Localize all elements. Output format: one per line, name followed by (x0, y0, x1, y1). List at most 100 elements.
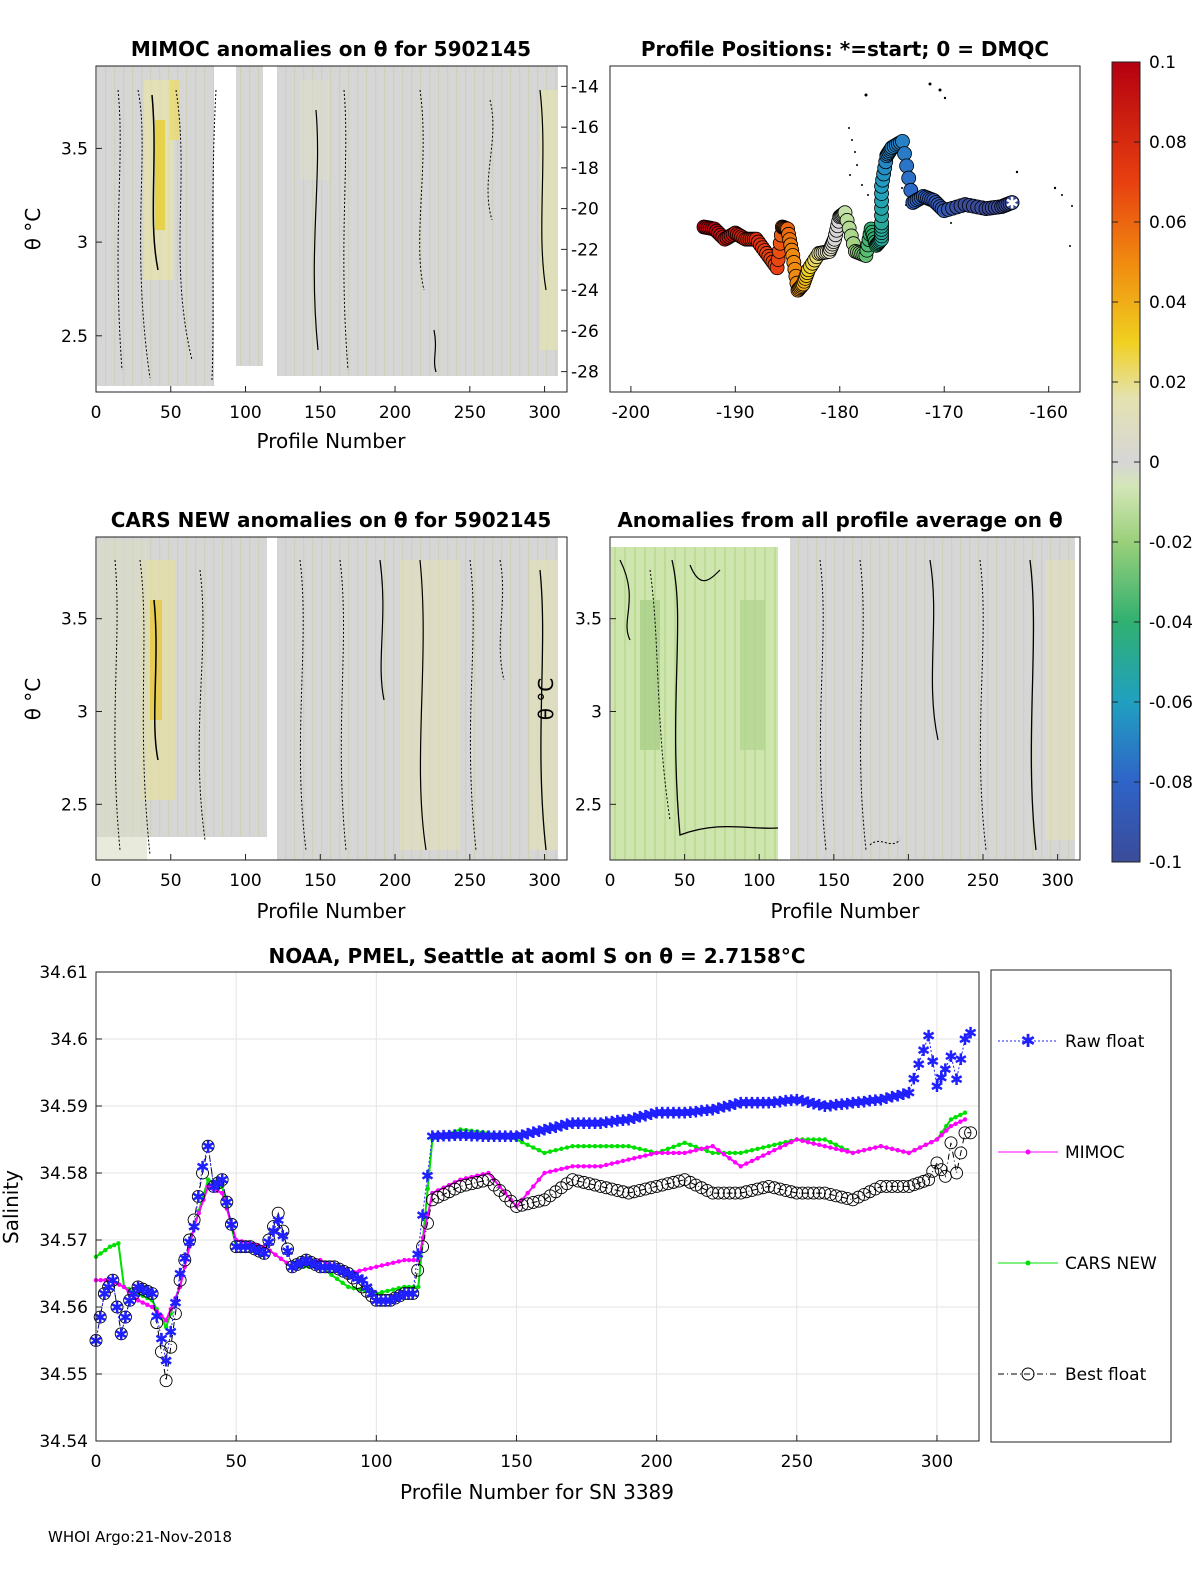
data-point: ✱ (846, 1094, 859, 1113)
series-line (95, 1031, 971, 1361)
data-point: ✱ (863, 1092, 876, 1111)
data-point: ✱ (706, 1100, 719, 1119)
salinity-xtick-label: 50 (225, 1452, 247, 1472)
data-point (140, 1300, 145, 1305)
data-point: ✱ (874, 1090, 887, 1109)
data-point: ✱ (192, 1187, 205, 1206)
data-point: ✱ (169, 1294, 182, 1313)
data-point: ✱ (934, 1069, 947, 1088)
data-point (805, 1139, 811, 1145)
data-point: ✱ (173, 1265, 186, 1284)
data-point (114, 1327, 128, 1341)
colorbar-tick-label: -0.04 (1149, 613, 1193, 633)
data-point (531, 1145, 536, 1150)
data-point: ✱ (379, 1291, 392, 1310)
allavg-heatmap (611, 537, 1075, 860)
mimoc-ytick-label: 2.5 (61, 327, 88, 347)
data-point: ✱ (684, 1103, 697, 1122)
data-point (772, 1148, 777, 1153)
data-point (575, 1164, 581, 1169)
data-point (944, 1128, 949, 1133)
data-point (201, 1139, 215, 1153)
cars-title: CARS NEW anomalies on θ for 5902145 (111, 508, 552, 532)
data-point: ✱ (360, 1278, 373, 1297)
mimoc-axes (95, 65, 568, 393)
data-point: ✱ (939, 1060, 952, 1079)
allavg-xtick-label: 300 (1041, 871, 1073, 891)
salinity-panel: NOAA, PMEL, Seattle at aoml S on θ = 2.7… (0, 944, 980, 1504)
data-point: ✱ (257, 1244, 270, 1263)
data-point: ✱ (94, 1308, 107, 1327)
data-point (906, 1150, 912, 1156)
data-point: ✱ (807, 1094, 820, 1113)
data-point (379, 1263, 385, 1268)
positions-ytick-label: -16 (571, 118, 599, 138)
positions-yticks: -14 -16 -18 -20 -22 -24 -26 -28 (561, 77, 599, 383)
data-point: ✱ (295, 1253, 308, 1272)
data-point (699, 1146, 704, 1152)
colorbar-tick-label: -0.08 (1149, 773, 1193, 793)
salinity-ytick-label: 34.55 (39, 1365, 88, 1385)
data-point (615, 1144, 620, 1149)
data-point (168, 1307, 182, 1321)
data-point (766, 1144, 771, 1149)
cars-panel: CARS NEW anomalies on θ for 5902145 0 50 1… (21, 508, 568, 923)
cars-xtick-label: 0 (91, 871, 102, 891)
legend-mimoc: MIMOC (998, 1143, 1125, 1163)
data-point: ✱ (406, 1285, 419, 1304)
data-point (683, 1175, 697, 1189)
allavg-panel: Anomalies from all profile average on θ … (534, 508, 1081, 923)
data-point: ✱ (538, 1120, 551, 1139)
data-point: ✱ (964, 1023, 977, 1042)
data-point (682, 1150, 687, 1156)
salinity-ytick-label: 34.59 (39, 1097, 88, 1117)
data-point (276, 1224, 290, 1238)
data-point (807, 1186, 821, 1200)
data-point: ✱ (356, 1271, 369, 1290)
data-point: ✱ (225, 1215, 238, 1234)
data-point (416, 1240, 430, 1254)
data-point (570, 1164, 575, 1169)
allavg-xtick-label: 150 (818, 871, 850, 891)
data-point (850, 1150, 856, 1156)
cars-ytick-label: 3.5 (61, 610, 88, 630)
data-point: ✱ (471, 1127, 484, 1146)
data-point: ✱ (922, 1027, 935, 1046)
allavg-axes (609, 536, 1081, 861)
data-point (355, 1280, 369, 1294)
data-point (671, 1150, 676, 1156)
colorbar-ticks: 0.1 0.08 0.06 0.04 0.02 0 -0.02 -0.04 -0.06 -0.08… (1112, 53, 1193, 873)
data-point (334, 1276, 340, 1282)
data-point (958, 1119, 963, 1124)
salinity-ytick-label: 34.61 (39, 963, 88, 983)
data-point: ✱ (155, 1329, 168, 1348)
data-point (281, 1242, 295, 1256)
data-point (592, 1164, 598, 1169)
positions-xtick-label: -200 (612, 403, 651, 423)
allavg-xtick-label: 0 (605, 871, 616, 891)
data-point: ✱ (98, 1285, 111, 1304)
data-point (559, 1166, 564, 1172)
allavg-ylabel: θ °C (534, 678, 558, 721)
allavg-xtick-label: 50 (674, 871, 696, 891)
data-point (106, 1273, 120, 1287)
data-point: ✱ (527, 1123, 540, 1142)
salinity-xtick-label: 300 (921, 1452, 953, 1472)
mimoc-xtick-label: 250 (454, 403, 486, 423)
data-point (592, 1144, 598, 1149)
cars-xlabel: Profile Number (257, 899, 407, 923)
data-point (587, 1144, 592, 1149)
data-point: ✱ (437, 1127, 450, 1146)
allavg-yticks: 3.5 3 2.5 (575, 610, 616, 815)
data-point (760, 1153, 766, 1158)
data-point (508, 1197, 514, 1203)
mimoc-xtick-label: 150 (304, 403, 336, 423)
data-point (615, 1160, 620, 1165)
data-point (145, 1302, 150, 1307)
data-point (676, 1150, 682, 1156)
data-point: ✱ (314, 1258, 327, 1277)
data-point (620, 1144, 626, 1149)
data-point (788, 1139, 794, 1145)
colorbar-tick-label: 0.06 (1149, 213, 1187, 233)
allavg-title: Anomalies from all profile average on θ (617, 508, 1062, 532)
